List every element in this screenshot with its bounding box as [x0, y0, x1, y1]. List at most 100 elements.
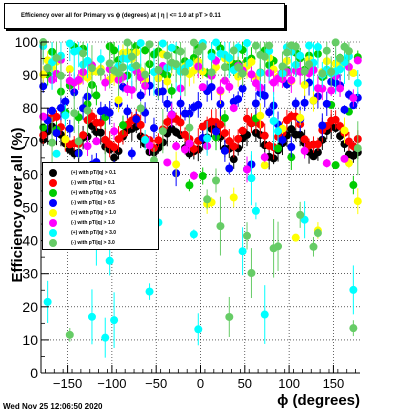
data-point: [287, 143, 296, 152]
data-point: [96, 55, 105, 64]
data-point: [296, 51, 305, 60]
data-point: [305, 41, 314, 50]
legend-entry: (-) with pT/|q| > 3.0: [43, 238, 160, 248]
data-point: [220, 146, 229, 155]
data-point: [141, 70, 150, 79]
legend-marker: [49, 189, 57, 197]
data-point: [43, 297, 52, 306]
data-point: [87, 312, 96, 321]
data-point: [154, 136, 163, 145]
data-point: [92, 91, 101, 100]
legend-marker: [49, 229, 57, 237]
x-tick-label: −50: [145, 376, 167, 391]
axes: [40, 41, 360, 374]
data-point: [243, 39, 252, 48]
data-point: [52, 149, 61, 158]
data-point: [260, 161, 269, 170]
legend-marker: [49, 209, 57, 217]
data-point: [43, 63, 52, 72]
x-tick-label: −150: [53, 376, 82, 391]
y-tick-label: 20: [22, 299, 38, 315]
data-point: [260, 91, 269, 100]
legend-label: (+) with pT/|q| > 1.0: [71, 210, 117, 216]
data-point: [207, 68, 216, 77]
data-point: [83, 56, 92, 65]
chart-title: Efficiency over all for Primary vs ϕ (de…: [21, 13, 221, 19]
data-point: [318, 121, 327, 130]
data-point: [198, 42, 207, 51]
timestamp-footer: Wed Nov 25 12:06:50 2020: [3, 402, 103, 411]
data-point: [141, 135, 150, 144]
data-point: [61, 135, 70, 144]
tick-labels: −150 −100 −50 0 50 100 150 0 10 20 30 40 50 60 70 80 90 1…: [15, 34, 345, 391]
data-point: [251, 206, 260, 215]
legend-label: (+) with pT/|q| > 3.0: [71, 230, 117, 236]
data-point: [300, 98, 309, 107]
data-point: [238, 247, 247, 256]
data-point: [203, 195, 212, 204]
data-point: [274, 127, 283, 136]
data-point: [269, 116, 278, 125]
x-tick-label: −100: [97, 376, 126, 391]
data-point: [225, 312, 234, 321]
data-point: [251, 41, 260, 50]
data-point: [216, 120, 225, 129]
legend-marker: [49, 179, 57, 187]
data-point: [229, 193, 238, 202]
data-point: [234, 63, 243, 72]
data-point: [154, 66, 163, 75]
x-tick-label: 50: [238, 376, 252, 391]
legend-entry: (+) with pT/|q| > 0.1: [43, 168, 160, 178]
data-point: [340, 105, 349, 114]
data-point: [349, 181, 358, 190]
data-point: [185, 139, 194, 148]
data-point: [322, 159, 331, 168]
data-point: [349, 324, 358, 333]
data-point: [167, 43, 176, 52]
data-point: [114, 96, 123, 105]
data-point: [65, 39, 74, 48]
data-point: [118, 121, 127, 130]
data-point: [220, 114, 229, 123]
data-point: [48, 138, 57, 147]
data-point: [336, 84, 345, 93]
data-point: [92, 137, 101, 146]
data-point: [247, 70, 256, 79]
data-point: [172, 60, 181, 69]
data-point: [318, 84, 327, 93]
x-tick-label: 0: [197, 376, 204, 391]
data-point: [322, 99, 331, 108]
data-point: [96, 67, 105, 76]
data-point: [282, 48, 291, 57]
legend-entry: (-) with pT/|q| > 1.0: [43, 218, 160, 228]
data-point: [105, 256, 114, 265]
data-point: [238, 69, 247, 78]
data-point: [172, 142, 181, 151]
data-point: [229, 142, 238, 151]
data-point: [132, 115, 141, 124]
legend-label: (-) with pT/|q| > 0.5: [71, 200, 115, 206]
data-point: [39, 131, 48, 140]
data-point: [163, 99, 172, 108]
data-point: [256, 111, 265, 120]
data-point: [74, 137, 83, 146]
data-point: [176, 99, 185, 108]
data-point: [127, 149, 136, 158]
data-point: [105, 108, 114, 117]
legend-entry: (+) with pT/|q| > 3.0: [43, 228, 160, 238]
x-tick-label: 100: [278, 376, 300, 391]
data-point: [265, 41, 274, 50]
data-point: [300, 80, 309, 89]
data-point: [141, 46, 150, 55]
data-point: [300, 135, 309, 144]
data-point: [212, 38, 221, 47]
y-tick-label: 60: [22, 166, 38, 182]
data-point: [243, 231, 252, 240]
data-point: [180, 145, 189, 154]
data-point: [136, 39, 145, 48]
data-point: [114, 135, 123, 144]
data-point: [189, 38, 198, 47]
data-point: [220, 63, 229, 72]
data-point: [220, 76, 229, 85]
data-point: [185, 59, 194, 68]
